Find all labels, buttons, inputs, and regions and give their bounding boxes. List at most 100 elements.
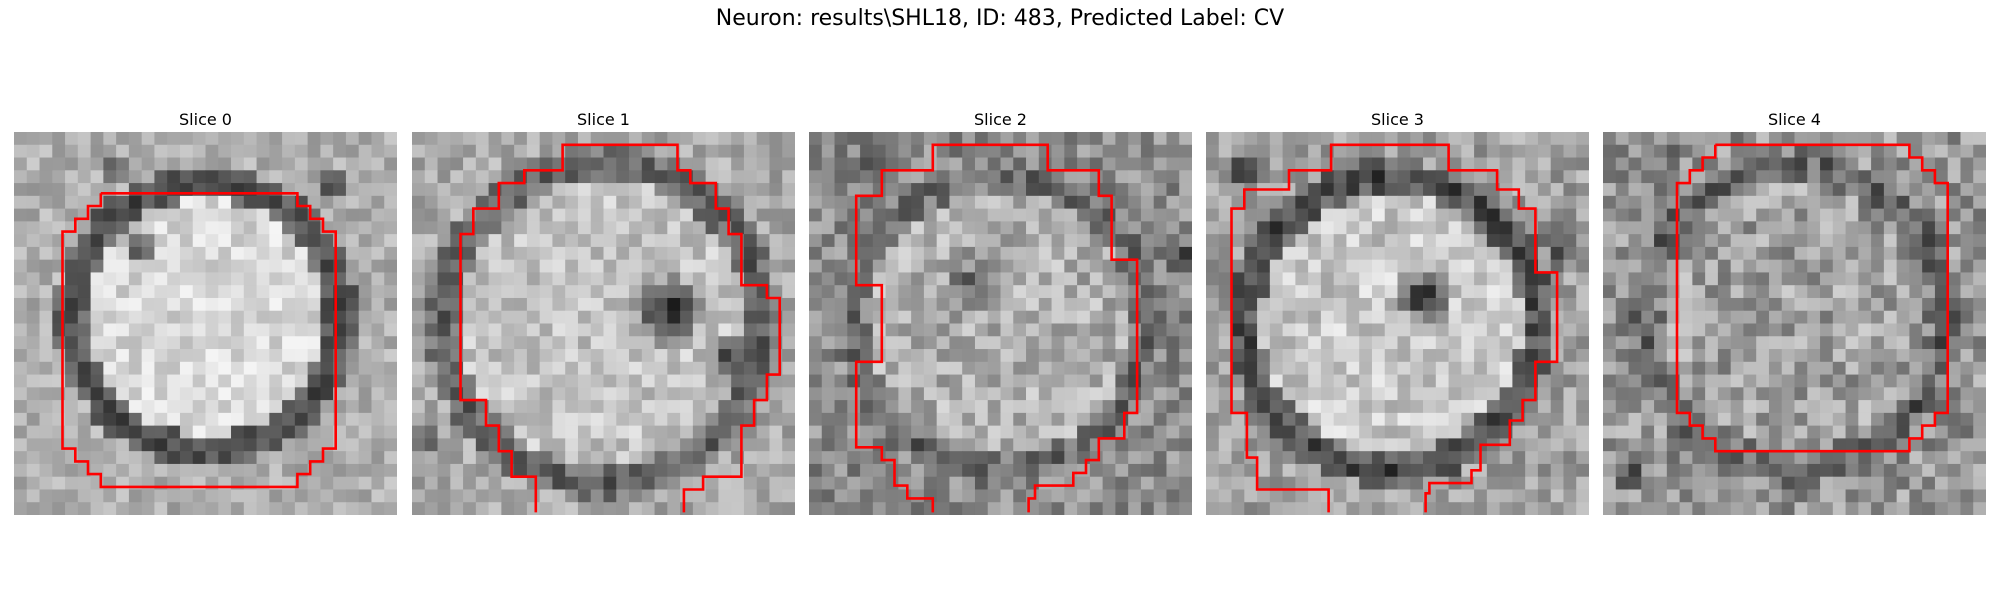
image-pixel	[1077, 412, 1091, 427]
image-pixel	[39, 489, 53, 503]
image-pixel	[821, 195, 835, 209]
image-pixel	[1257, 425, 1271, 439]
image-pixel	[1140, 438, 1155, 452]
image-pixel	[1282, 157, 1296, 171]
image-pixel	[256, 361, 270, 375]
image-pixel	[1269, 425, 1283, 439]
image-pixel	[1576, 234, 1589, 248]
image-pixel	[256, 463, 270, 478]
image-pixel	[205, 451, 219, 465]
image-pixel	[1871, 387, 1885, 401]
image-pixel	[77, 183, 91, 197]
image-pixel	[1051, 132, 1065, 146]
image-pixel	[501, 361, 515, 375]
image-pixel	[847, 349, 861, 363]
image-pixel	[1397, 157, 1411, 171]
image-pixel	[1537, 132, 1552, 146]
image-pixel	[1896, 285, 1910, 299]
image-pixel	[424, 297, 438, 312]
image-pixel	[860, 259, 874, 273]
image-pixel	[256, 297, 270, 312]
image-pixel	[1359, 489, 1373, 503]
image-pixel	[898, 285, 912, 299]
image-pixel	[898, 438, 912, 452]
image-pixel	[1038, 387, 1052, 401]
image-pixel	[1474, 144, 1488, 158]
image-pixel	[345, 361, 360, 375]
image-pixel	[756, 297, 770, 312]
image-pixel	[1973, 157, 1986, 171]
image-pixel	[1026, 361, 1040, 375]
image-pixel	[501, 259, 515, 273]
image-pixel	[154, 489, 168, 503]
image-pixel	[526, 297, 541, 312]
image-pixel	[77, 336, 91, 350]
image-pixel	[333, 144, 347, 158]
image-pixel	[179, 349, 194, 363]
image-pixel	[205, 323, 219, 337]
image-pixel	[1563, 361, 1577, 375]
image-pixel	[629, 221, 643, 235]
image-pixel	[1359, 132, 1373, 146]
image-pixel	[1705, 170, 1719, 184]
image-pixel	[809, 170, 823, 184]
image-pixel	[26, 157, 40, 171]
image-pixel	[1115, 323, 1129, 337]
image-pixel	[577, 476, 592, 490]
image-pixel	[1153, 502, 1167, 515]
image-pixel	[26, 476, 40, 490]
image-pixel	[1308, 425, 1322, 439]
image-pixel	[923, 157, 938, 171]
image-pixel	[141, 349, 155, 363]
image-pixel	[1717, 438, 1732, 452]
image-pixel	[667, 336, 681, 350]
image-pixel	[205, 489, 219, 503]
image-pixel	[90, 374, 104, 388]
image-pixel	[565, 246, 579, 261]
image-pixel	[463, 285, 477, 299]
image-pixel	[756, 132, 770, 146]
image-pixel	[1832, 438, 1846, 452]
image-pixel	[1603, 502, 1617, 515]
image-pixel	[1371, 438, 1386, 452]
image-pixel	[526, 387, 541, 401]
image-pixel	[987, 234, 1001, 248]
image-pixel	[1692, 144, 1706, 158]
image-pixel	[1499, 310, 1513, 324]
image-pixel	[256, 132, 270, 146]
image-pixel	[1768, 246, 1783, 261]
image-pixel	[603, 208, 617, 222]
image-pixel	[1257, 285, 1271, 299]
image-pixel	[1794, 157, 1808, 171]
image-pixel	[345, 221, 360, 235]
image-pixel	[90, 425, 104, 439]
image-pixel	[1089, 272, 1104, 286]
image-pixel	[885, 144, 899, 158]
image-pixel	[834, 310, 848, 324]
image-pixel	[1269, 323, 1283, 337]
image-pixel	[577, 374, 592, 388]
image-pixel	[424, 234, 438, 248]
image-pixel	[1537, 157, 1552, 171]
image-pixel	[1576, 183, 1589, 197]
image-pixel	[475, 195, 489, 209]
image-pixel	[256, 425, 270, 439]
image-pixel	[1960, 502, 1974, 515]
image-pixel	[1000, 297, 1014, 312]
image-pixel	[756, 361, 770, 375]
image-pixel	[1743, 374, 1757, 388]
image-pixel	[424, 374, 438, 388]
image-pixel	[1794, 336, 1808, 350]
image-pixel	[1410, 221, 1424, 235]
image-pixel	[987, 285, 1001, 299]
image-pixel	[384, 285, 397, 299]
image-pixel	[39, 349, 53, 363]
image-pixel	[1051, 349, 1065, 363]
image-pixel	[974, 374, 989, 388]
image-pixel	[282, 463, 296, 478]
image-pixel	[1026, 349, 1040, 363]
image-pixel	[1179, 502, 1192, 515]
image-pixel	[345, 387, 360, 401]
image-pixel	[167, 412, 181, 427]
image-pixel	[1435, 361, 1449, 375]
